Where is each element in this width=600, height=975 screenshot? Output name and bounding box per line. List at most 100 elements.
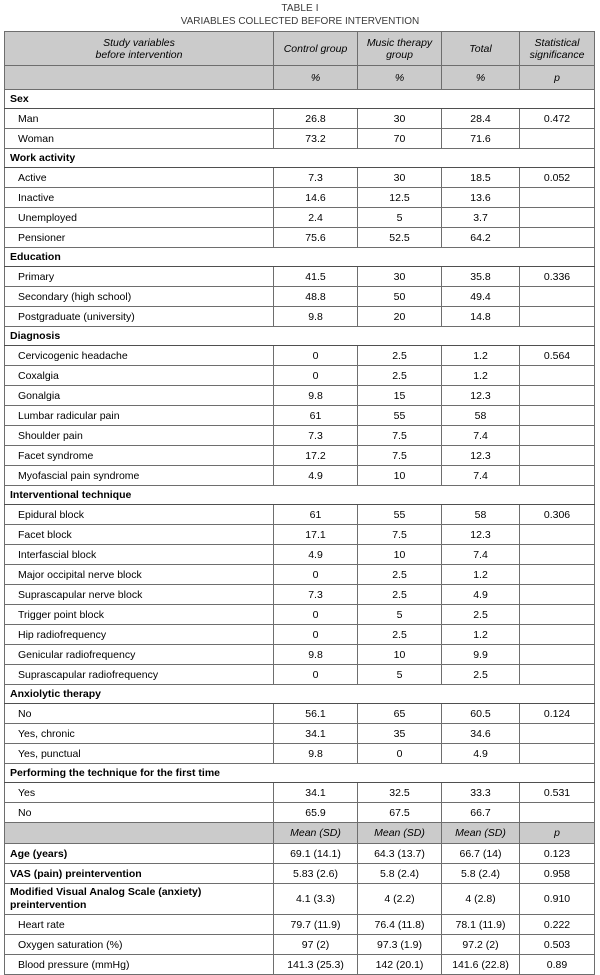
cell-total: 18.5 [441,167,520,188]
cell-music-therapy-group: 15 [357,385,442,406]
cell-control-group: 0 [273,564,358,585]
cell-p-value [519,664,595,685]
row-label-line1: Modified Visual Analog Scale (anxiety) [10,886,202,898]
cell-control-group: 75.6 [273,227,358,248]
table-row: VAS (pain) preintervention 5.83 (2.6) 5.8 … [4,863,595,884]
units-cell-control: % [273,65,358,90]
row-label-line2: preintervention [10,899,87,911]
cell-music-therapy-group: 0 [357,743,442,764]
mean-header-p: p [519,822,595,844]
header-cell-control-group: Control group [273,31,358,66]
table-row: Yes, punctual 9.8 0 4.9 [4,743,595,764]
mean-sd-header-row: Mean (SD) Mean (SD) Mean (SD) p [4,822,595,844]
cell-control-group: 14.6 [273,187,358,208]
mean-header-total: Mean (SD) [441,822,520,844]
header-cell-total: Total [441,31,520,66]
row-label: Yes [4,782,274,803]
cell-p-value [519,128,595,149]
table-row: Yes, chronic 34.1 35 34.6 [4,723,595,744]
cell-total: 12.3 [441,445,520,466]
units-cell-music: % [357,65,442,90]
cell-total: 49.4 [441,286,520,307]
cell-total: 1.2 [441,564,520,585]
cell-music-therapy-group: 12.5 [357,187,442,208]
row-label: Pensioner [4,227,274,248]
cell-p-value [519,445,595,466]
cell-total: 2.5 [441,604,520,625]
cell-total: 66.7 [441,802,520,823]
row-label: Genicular radiofrequency [4,644,274,665]
row-label: Interfascial block [4,544,274,565]
cell-control-group: 65.9 [273,802,358,823]
cell-p-value: 0.123 [519,843,595,864]
cell-music-therapy-group: 2.5 [357,564,442,585]
table-row: Shoulder pain 7.3 7.5 7.4 [4,425,595,446]
cell-total: 9.9 [441,644,520,665]
section-title: Interventional technique [4,485,595,505]
cell-control-group: 4.9 [273,465,358,486]
cell-control-group: 9.8 [273,644,358,665]
header-stat-line2: significance [529,48,585,61]
cell-music-therapy-group: 2.5 [357,624,442,645]
cell-music-therapy-group: 76.4 (11.8) [357,914,442,935]
section-header-row: Work activity [4,148,595,168]
cell-music-therapy-group: 10 [357,465,442,486]
row-label: Cervicogenic headache [4,345,274,366]
cell-music-therapy-group: 50 [357,286,442,307]
header-study-variables-line2: before intervention [95,48,183,61]
row-label: Suprascapular nerve block [4,584,274,605]
section-title: Sex [4,89,595,109]
cell-control-group: 48.8 [273,286,358,307]
cell-p-value [519,286,595,307]
cell-total: 58 [441,504,520,525]
cell-total: 7.4 [441,465,520,486]
cell-music-therapy-group: 30 [357,266,442,287]
cell-control-group: 7.3 [273,584,358,605]
cell-control-group: 73.2 [273,128,358,149]
cell-total: 66.7 (14) [441,843,520,864]
cell-control-group: 17.2 [273,445,358,466]
cell-music-therapy-group: 7.5 [357,445,442,466]
row-label: Unemployed [4,207,274,228]
cell-total: 12.3 [441,524,520,545]
row-label: Primary [4,266,274,287]
cell-music-therapy-group: 5 [357,604,442,625]
table-row: Blood pressure (mmHg) 141.3 (25.3) 142 (20… [4,954,595,975]
cell-control-group: 0 [273,664,358,685]
cell-p-value [519,405,595,426]
cell-music-therapy-group: 32.5 [357,782,442,803]
caption-line-1: TABLE I [281,3,319,14]
cell-control-group: 5.83 (2.6) [273,863,358,884]
table-row: Woman 73.2 70 71.6 [4,128,595,149]
cell-p-value: 0.052 [519,167,595,188]
table-units-row: % % % p [4,65,595,90]
cell-music-therapy-group: 30 [357,108,442,129]
cell-music-therapy-group: 5 [357,664,442,685]
row-label: Shoulder pain [4,425,274,446]
row-label: Myofascial pain syndrome [4,465,274,486]
caption-line-2: VARIABLES COLLECTED BEFORE INTERVENTION [180,15,420,27]
cell-total: 7.4 [441,425,520,446]
cell-music-therapy-group: 20 [357,306,442,327]
table-row: Inactive 14.6 12.5 13.6 [4,187,595,208]
cell-total: 60.5 [441,703,520,724]
variables-table: Study variables before intervention Cont… [4,31,595,975]
cell-total: 35.8 [441,266,520,287]
row-label: VAS (pain) preintervention [4,863,274,884]
cell-control-group: 79.7 (11.9) [273,914,358,935]
section-title: Anxiolytic therapy [4,684,595,704]
section-header-row: Interventional technique [4,485,595,505]
table-row: Suprascapular radiofrequency 0 5 2.5 [4,664,595,685]
section-title: Education [4,247,595,267]
cell-control-group: 141.3 (25.3) [273,954,358,975]
header-study-variables-line1: Study variables [103,36,175,49]
cell-p-value [519,544,595,565]
cell-p-value: 0.958 [519,863,595,884]
cell-control-group: 0 [273,604,358,625]
cell-music-therapy-group: 5 [357,207,442,228]
row-label: Epidural block [4,504,274,525]
row-label: No [4,802,274,823]
row-label: Lumbar radicular pain [4,405,274,426]
cell-total: 34.6 [441,723,520,744]
cell-total: 7.4 [441,544,520,565]
